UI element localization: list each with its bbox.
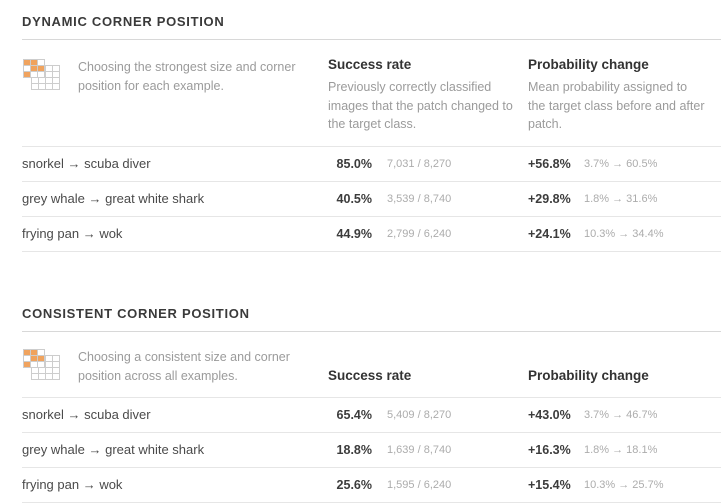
section-dynamic-corner-position: DYNAMIC CORNER POSITION (22, 14, 721, 252)
class-pair-label: grey whale → great white shark (22, 442, 205, 457)
success-rate-column-header: Success rate (328, 367, 528, 387)
icon-cell (22, 56, 78, 134)
success-fraction: 1,639 / 8,740 (387, 443, 452, 456)
prob-change-value: +16.3% (528, 442, 571, 457)
class-pair-label: snorkel → scuba diver (22, 407, 151, 422)
section-title: DYNAMIC CORNER POSITION (22, 14, 721, 40)
success-fraction: 7,031 / 8,270 (387, 157, 452, 170)
section-intro: Choosing the strongest size and corner p… (22, 40, 721, 147)
prob-before-after: 1.8% → 31.6% (584, 192, 658, 205)
prob-before-after: 10.3% → 34.4% (584, 227, 664, 240)
class-pair-label: grey whale → great white shark (22, 191, 205, 206)
section-title: CONSISTENT CORNER POSITION (22, 306, 721, 332)
table-row: snorkel → scuba diver 65.4% 5,409 / 8,27… (22, 398, 721, 433)
icon-cell (22, 346, 78, 387)
prob-change-value: +29.8% (528, 191, 571, 206)
success-rate-label: Success rate (328, 57, 412, 72)
success-rate-value: 18.8% (336, 442, 372, 457)
success-rate-value: 65.4% (336, 407, 372, 422)
prob-before-after: 1.8% → 18.1% (584, 443, 658, 456)
table-row: frying pan → wok 44.9% 2,799 / 6,240 +24… (22, 217, 721, 252)
probability-change-column-header: Probability change (528, 367, 721, 387)
section-intro: Choosing a consistent size and corner po… (22, 332, 721, 398)
probability-change-label: Probability change (528, 57, 649, 72)
table-row: frying pan → wok 25.6% 1,595 / 6,240 +15… (22, 468, 721, 503)
success-fraction: 2,799 / 6,240 (387, 227, 452, 240)
success-rate-column-header: Success rate Previously correctly classi… (328, 56, 528, 134)
patch-grid-icon (23, 348, 60, 380)
patch-grid-icon (23, 59, 60, 90)
success-rate-value: 85.0% (336, 156, 372, 171)
table-row: grey whale → great white shark 18.8% 1,6… (22, 433, 721, 468)
probability-change-label: Probability change (528, 367, 649, 383)
method-description: Choosing a consistent size and corner po… (78, 349, 290, 383)
prob-before-after: 3.7% → 60.5% (584, 157, 658, 170)
probability-change-column-header: Probability change Mean probability assi… (528, 56, 721, 134)
class-pair-label: frying pan → wok (22, 226, 123, 241)
success-fraction: 1,595 / 6,240 (387, 478, 452, 491)
section-consistent-corner-position: CONSISTENT CORNER POSITION (22, 306, 721, 503)
prob-change-value: +15.4% (528, 477, 571, 492)
success-rate-description: Previously correctly classified images t… (328, 80, 513, 131)
prob-before-after: 3.7% → 46.7% (584, 408, 658, 421)
success-fraction: 3,539 / 8,740 (387, 192, 452, 205)
method-description: Choosing the strongest size and corner p… (78, 60, 296, 93)
prob-before-after: 10.3% → 25.7% (584, 478, 664, 491)
success-rate-label: Success rate (328, 367, 412, 383)
success-rate-value: 40.5% (336, 191, 372, 206)
probability-change-description: Mean probability assigned to the target … (528, 80, 705, 131)
success-fraction: 5,409 / 8,270 (387, 408, 452, 421)
class-pair-label: frying pan → wok (22, 477, 123, 492)
prob-change-value: +56.8% (528, 156, 571, 171)
table-row: grey whale → great white shark 40.5% 3,5… (22, 182, 721, 217)
prob-change-value: +24.1% (528, 226, 571, 241)
success-rate-value: 44.9% (336, 226, 372, 241)
prob-change-value: +43.0% (528, 407, 571, 422)
success-rate-value: 25.6% (336, 477, 372, 492)
class-pair-label: snorkel → scuba diver (22, 156, 151, 171)
table-row: snorkel → scuba diver 85.0% 7,031 / 8,27… (22, 147, 721, 182)
